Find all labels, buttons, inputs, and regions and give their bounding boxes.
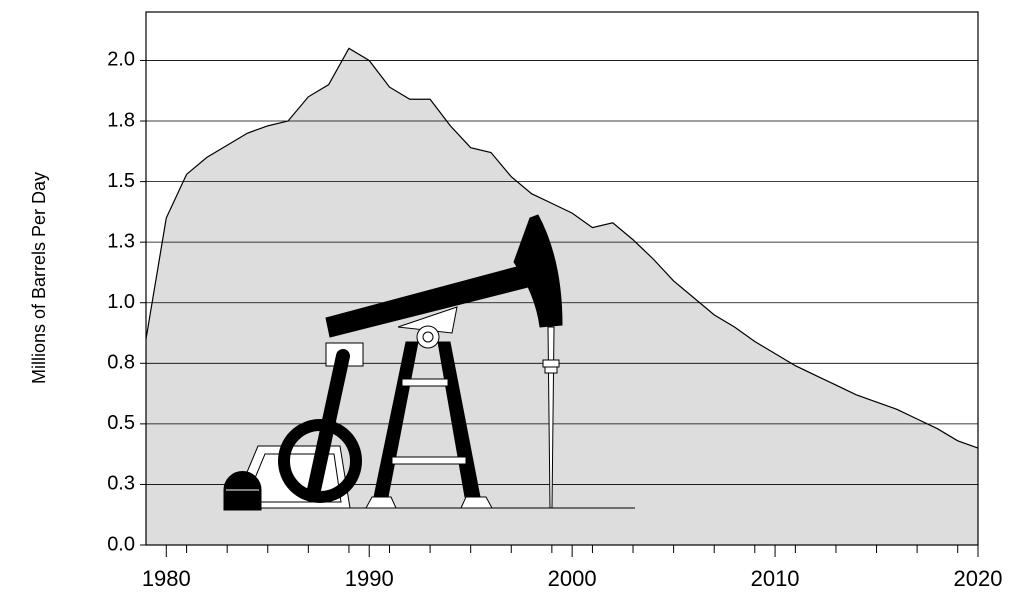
y-tick-label: 1.3 [107, 230, 135, 252]
crank-wheel [278, 419, 362, 503]
y-tick-label: 1.0 [107, 291, 135, 313]
foot [460, 496, 493, 509]
y-tick-label: 1.5 [107, 170, 135, 192]
pitman-arm [307, 349, 350, 497]
x-tick-label: 1990 [345, 566, 394, 591]
x-tick-label: 2000 [548, 566, 597, 591]
area-line [145, 47, 979, 449]
x-tick-label: 2020 [954, 566, 1003, 591]
y-tick-label: 0.8 [107, 352, 135, 374]
foot [365, 496, 397, 509]
bearing-inner [422, 331, 434, 343]
y-tick-label: 1.8 [107, 109, 135, 131]
plot-area: 0.0 0.3 0.5 0.8 1.0 1.3 1.5 1.8 2.0 1980 1990 2000 2… [107, 11, 1003, 591]
area [146, 48, 978, 545]
gearbox-inner [244, 453, 342, 503]
x-tick-label: 2010 [751, 566, 800, 591]
motor [223, 471, 262, 511]
y-tick-label: 2.0 [107, 49, 135, 71]
y-axis-label: Millions of Barrels Per Day [29, 172, 49, 384]
plot-frame [145, 11, 979, 546]
y-tick-label: 0.3 [107, 473, 135, 495]
y-tick-label: 0.5 [107, 412, 135, 434]
cross-bar [401, 378, 449, 387]
x-tick-label: 1980 [142, 566, 191, 591]
rod-clamp [544, 366, 558, 374]
cross-bar [391, 456, 467, 465]
y-tick-label: 0.0 [107, 533, 135, 555]
horse-head [513, 214, 563, 328]
rod-clamp [542, 359, 560, 368]
pump-jack-illustration [223, 214, 635, 511]
